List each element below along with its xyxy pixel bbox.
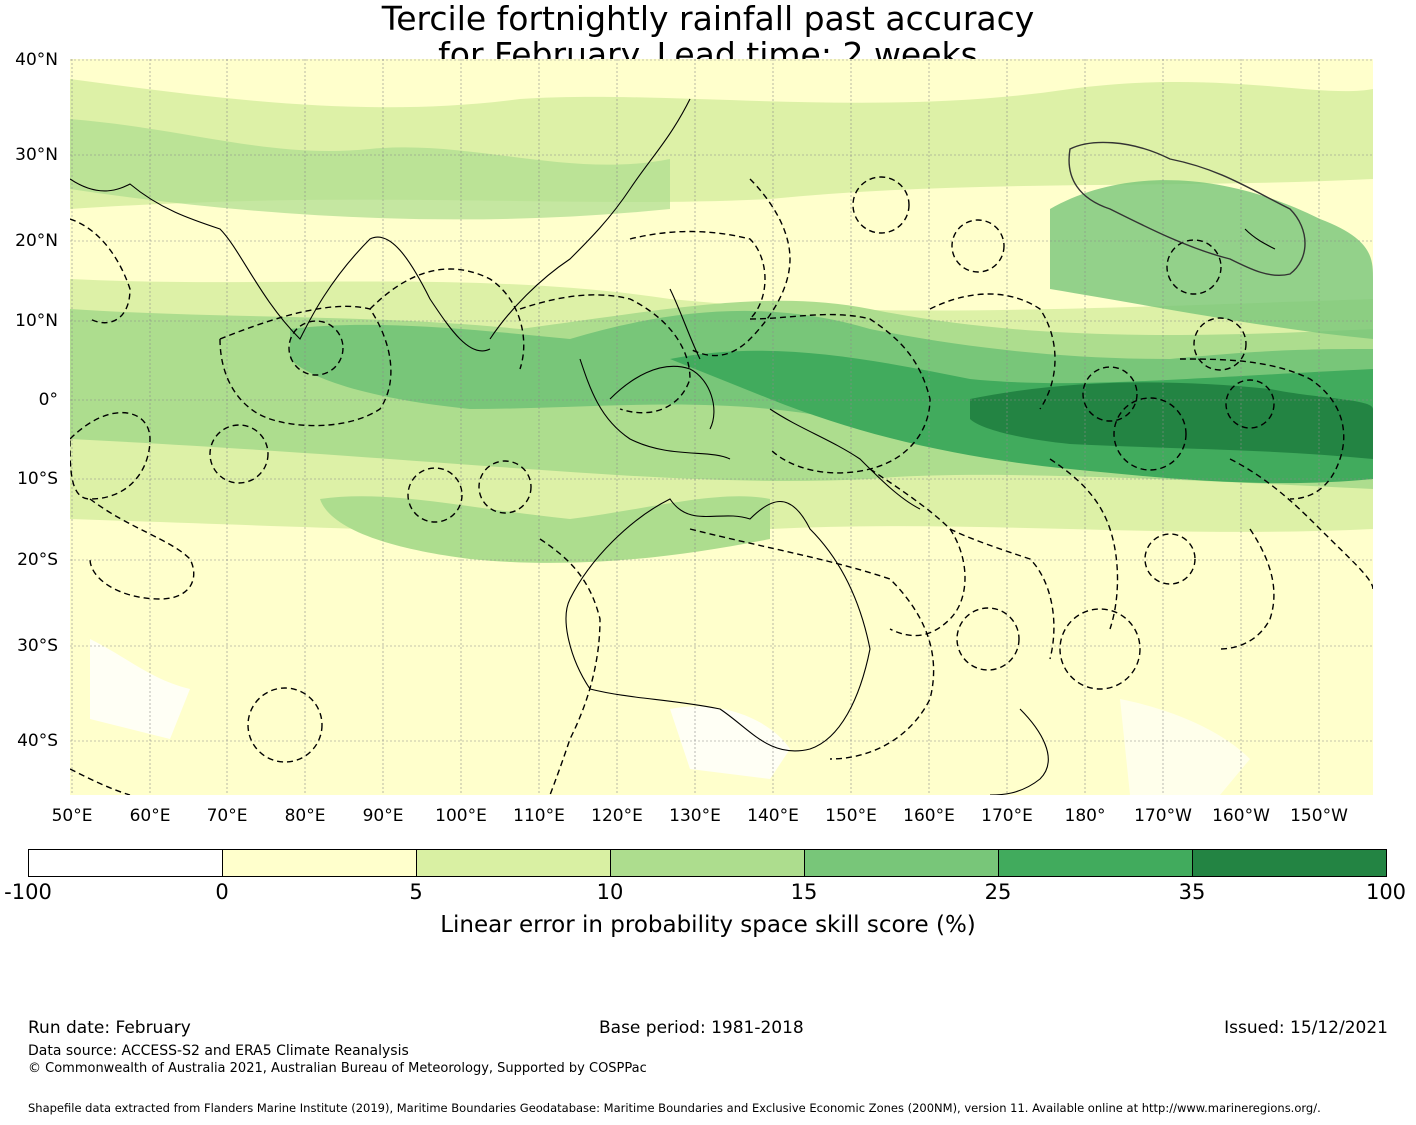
lat-label-40n: 40°N xyxy=(15,50,58,70)
lat-label-30n: 30°N xyxy=(15,145,58,165)
shapefile-credit: Shapefile data extracted from Flanders M… xyxy=(28,1101,1321,1115)
copyright: © Commonwealth of Australia 2021, Austra… xyxy=(28,1061,647,1076)
skill-score-map xyxy=(70,59,1373,795)
lon-label-110e: 110°E xyxy=(513,806,565,826)
colorbar-segment xyxy=(999,850,1193,876)
colorbar-tick: -100 xyxy=(4,880,52,904)
graticule xyxy=(70,59,1373,795)
base-period: Base period: 1981-2018 xyxy=(599,1018,804,1038)
colorbar-segment xyxy=(611,850,805,876)
hawaii-eez xyxy=(1068,141,1306,276)
eez-boundaries xyxy=(70,176,1373,795)
lon-label-70e: 70°E xyxy=(206,806,248,826)
lon-label-160e: 160°E xyxy=(903,806,955,826)
lon-label-90e: 90°E xyxy=(362,806,404,826)
lon-label-180: 180° xyxy=(1064,806,1106,826)
lon-label-50e: 50°E xyxy=(51,806,93,826)
lon-label-140e: 140°E xyxy=(747,806,799,826)
colorbar-tick: 25 xyxy=(984,880,1012,904)
lon-label-150w: 150°W xyxy=(1290,806,1348,826)
lon-label-120e: 120°E xyxy=(591,806,643,826)
lon-label-60e: 60°E xyxy=(129,806,171,826)
colorbar-segment xyxy=(29,850,223,876)
colorbar-segment xyxy=(417,850,611,876)
lat-label-10n: 10°N xyxy=(15,311,58,331)
lat-label-10s: 10°S xyxy=(17,469,58,489)
colorbar-tick: 35 xyxy=(1178,880,1206,904)
map-canvas xyxy=(70,59,1373,795)
lat-label-20s: 20°S xyxy=(17,550,58,570)
colorbar-tick: 10 xyxy=(596,880,624,904)
lat-label-20n: 20°N xyxy=(15,231,58,251)
run-date: Run date: February xyxy=(28,1018,191,1038)
lon-label-150e: 150°E xyxy=(825,806,877,826)
lon-label-160w: 160°W xyxy=(1212,806,1270,826)
colorbar-segment xyxy=(805,850,999,876)
lon-label-170e: 170°E xyxy=(981,806,1033,826)
colorbar-segment xyxy=(223,850,417,876)
lat-label-40s: 40°S xyxy=(17,731,58,751)
colorbar-tick: 5 xyxy=(409,880,423,904)
colorbar-segment xyxy=(1193,850,1386,876)
map-title-line-1: Tercile fortnightly rainfall past accura… xyxy=(381,0,1035,38)
lon-label-170w: 170°W xyxy=(1134,806,1192,826)
colorbar-tick: 100 xyxy=(1365,880,1407,904)
coastlines xyxy=(70,98,1276,795)
skill-shading xyxy=(70,79,1373,795)
lon-label-100e: 100°E xyxy=(435,806,487,826)
lon-label-80e: 80°E xyxy=(284,806,326,826)
colorbar-tick: 15 xyxy=(790,880,818,904)
lon-label-130e: 130°E xyxy=(669,806,721,826)
data-source: Data source: ACCESS-S2 and ERA5 Climate … xyxy=(28,1043,409,1059)
issued-date: Issued: 15/12/2021 xyxy=(1224,1018,1388,1038)
lat-label-30s: 30°S xyxy=(17,636,58,656)
colorbar-label: Linear error in probability space skill … xyxy=(440,912,976,938)
colorbar xyxy=(28,849,1387,877)
colorbar-tick: 0 xyxy=(215,880,229,904)
lat-label-0: 0° xyxy=(38,390,58,410)
